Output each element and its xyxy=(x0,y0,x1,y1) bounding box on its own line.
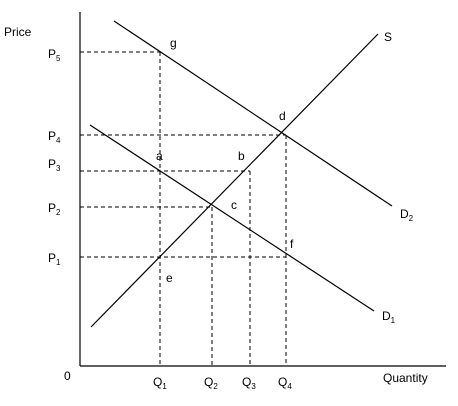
point-a-label: a xyxy=(156,149,163,163)
supply-label: S xyxy=(384,30,392,44)
point-b-label: b xyxy=(238,149,245,163)
price-tick-p4: P4 xyxy=(48,129,61,145)
demand-d1-label: D1 xyxy=(382,309,396,325)
quantity-tick-q4: Q4 xyxy=(278,375,292,391)
point-f-label: f xyxy=(290,237,294,251)
quantity-tick-q1: Q1 xyxy=(153,375,167,391)
point-c-label: c xyxy=(231,198,237,212)
point-g-label: g xyxy=(170,36,177,50)
quantity-tick-q3: Q3 xyxy=(242,375,256,391)
price-tick-p3: P3 xyxy=(48,157,61,173)
point-d-label: d xyxy=(279,109,286,123)
y-axis-label: Price xyxy=(4,25,32,39)
x-axis-label: Quantity xyxy=(383,371,428,385)
price-tick-p1: P1 xyxy=(48,251,61,267)
demand-d2-label: D2 xyxy=(400,207,414,223)
price-tick-p5: P5 xyxy=(48,47,61,63)
supply-curve xyxy=(90,33,379,328)
point-e-label: e xyxy=(166,271,173,285)
origin-label: 0 xyxy=(64,369,71,383)
quantity-tick-q2: Q2 xyxy=(204,375,218,391)
price-tick-p2: P2 xyxy=(48,201,61,217)
demand-curve-d1 xyxy=(89,124,375,312)
demand-curve-d2 xyxy=(113,20,393,207)
